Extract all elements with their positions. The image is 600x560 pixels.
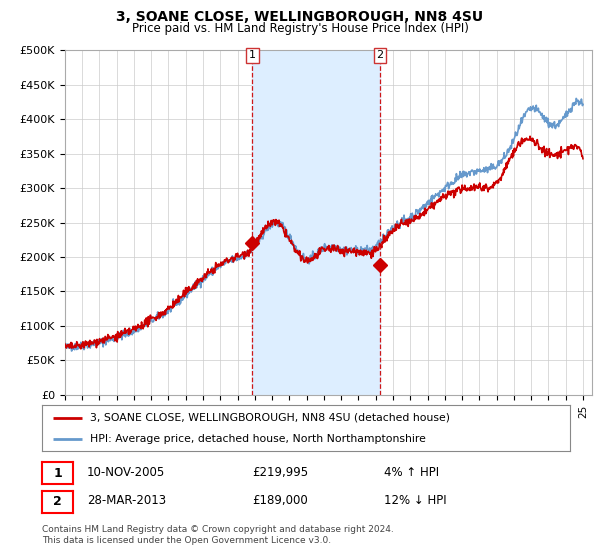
- Text: 4% ↑ HPI: 4% ↑ HPI: [384, 465, 439, 479]
- Text: 28-MAR-2013: 28-MAR-2013: [87, 494, 166, 507]
- Text: Price paid vs. HM Land Registry's House Price Index (HPI): Price paid vs. HM Land Registry's House …: [131, 22, 469, 35]
- Text: 3, SOANE CLOSE, WELLINGBOROUGH, NN8 4SU (detached house): 3, SOANE CLOSE, WELLINGBOROUGH, NN8 4SU …: [89, 413, 449, 423]
- Text: Contains HM Land Registry data © Crown copyright and database right 2024.
This d: Contains HM Land Registry data © Crown c…: [42, 525, 394, 545]
- Text: 1: 1: [53, 466, 62, 480]
- Text: £219,995: £219,995: [252, 465, 308, 479]
- Text: 12% ↓ HPI: 12% ↓ HPI: [384, 494, 446, 507]
- Text: 10-NOV-2005: 10-NOV-2005: [87, 465, 165, 479]
- Text: 2: 2: [53, 495, 62, 508]
- Text: 1: 1: [249, 50, 256, 60]
- Text: £189,000: £189,000: [252, 494, 308, 507]
- Text: 3, SOANE CLOSE, WELLINGBOROUGH, NN8 4SU: 3, SOANE CLOSE, WELLINGBOROUGH, NN8 4SU: [116, 10, 484, 24]
- Bar: [253, 50, 380, 395]
- Text: HPI: Average price, detached house, North Northamptonshire: HPI: Average price, detached house, Nort…: [89, 435, 425, 444]
- Text: 2: 2: [376, 50, 383, 60]
